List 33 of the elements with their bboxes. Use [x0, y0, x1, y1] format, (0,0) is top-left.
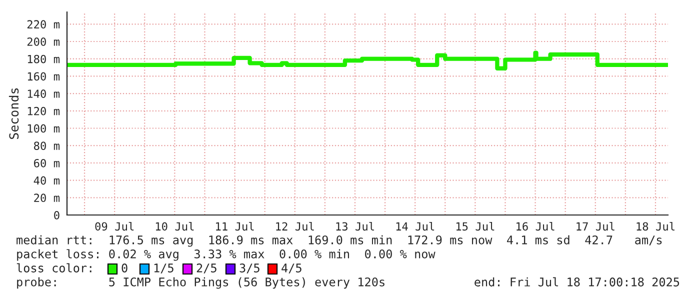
text: 2/5	[196, 264, 216, 274]
y-tick-label: 20 m	[34, 194, 60, 202]
x-tick-label: 13 Jul	[336, 222, 374, 231]
x-tick-label: 17 Jul	[576, 222, 614, 231]
y-tick-label: 0	[54, 211, 60, 220]
y-tick-label: 200 m	[27, 38, 60, 46]
y-tick-label: 180 m	[28, 54, 60, 64]
text: packet loss: 0.02 % avg 3.33 % max 0.00 % min 0.00 % now	[17, 249, 436, 261]
text: 1/5	[154, 264, 174, 274]
text: 3/5	[240, 264, 260, 274]
y-tick-label: 60 m	[34, 158, 60, 168]
text: probe: 5 ICMP Echo Pings (56 Bytes) every 120s	[17, 277, 384, 289]
x-tick-label: 09 Jul	[95, 222, 134, 231]
text: median rtt: 176.5 ms avg 186.9 ms max 169.0 ms min 172.9 ms now 4.1 ms sd 42.7 am/s	[16, 235, 662, 247]
x-tick-label: 16 Jul	[516, 222, 554, 231]
x-tick-label: 14 Jul	[396, 222, 434, 231]
text: 0	[122, 264, 128, 272]
y-tick-label: 140 m	[28, 90, 60, 98]
x-tick-label: 18 Jul	[636, 222, 674, 231]
y-tick-label: 120 m	[28, 106, 60, 116]
x-tick-label: 11 Jul	[216, 222, 254, 231]
text: 4/5	[282, 264, 302, 274]
y-tick-label: 100 m	[28, 124, 60, 133]
y-tick-label: 80 m	[34, 142, 60, 150]
x-tick-label: 10 Jul	[156, 222, 194, 231]
y-axis-title: Seconds	[8, 88, 19, 139]
text: loss color:	[16, 263, 92, 272]
y-tick-label: 220 m	[27, 20, 60, 29]
x-tick-label: 15 Jul	[456, 222, 494, 231]
y-tick-label: 40 m	[34, 176, 60, 185]
y-tick-label: 160 m	[28, 72, 60, 81]
x-tick-label: 12 Jul	[276, 222, 314, 231]
text: end: Fri Jul 18 17:00:18 2025	[474, 277, 680, 286]
